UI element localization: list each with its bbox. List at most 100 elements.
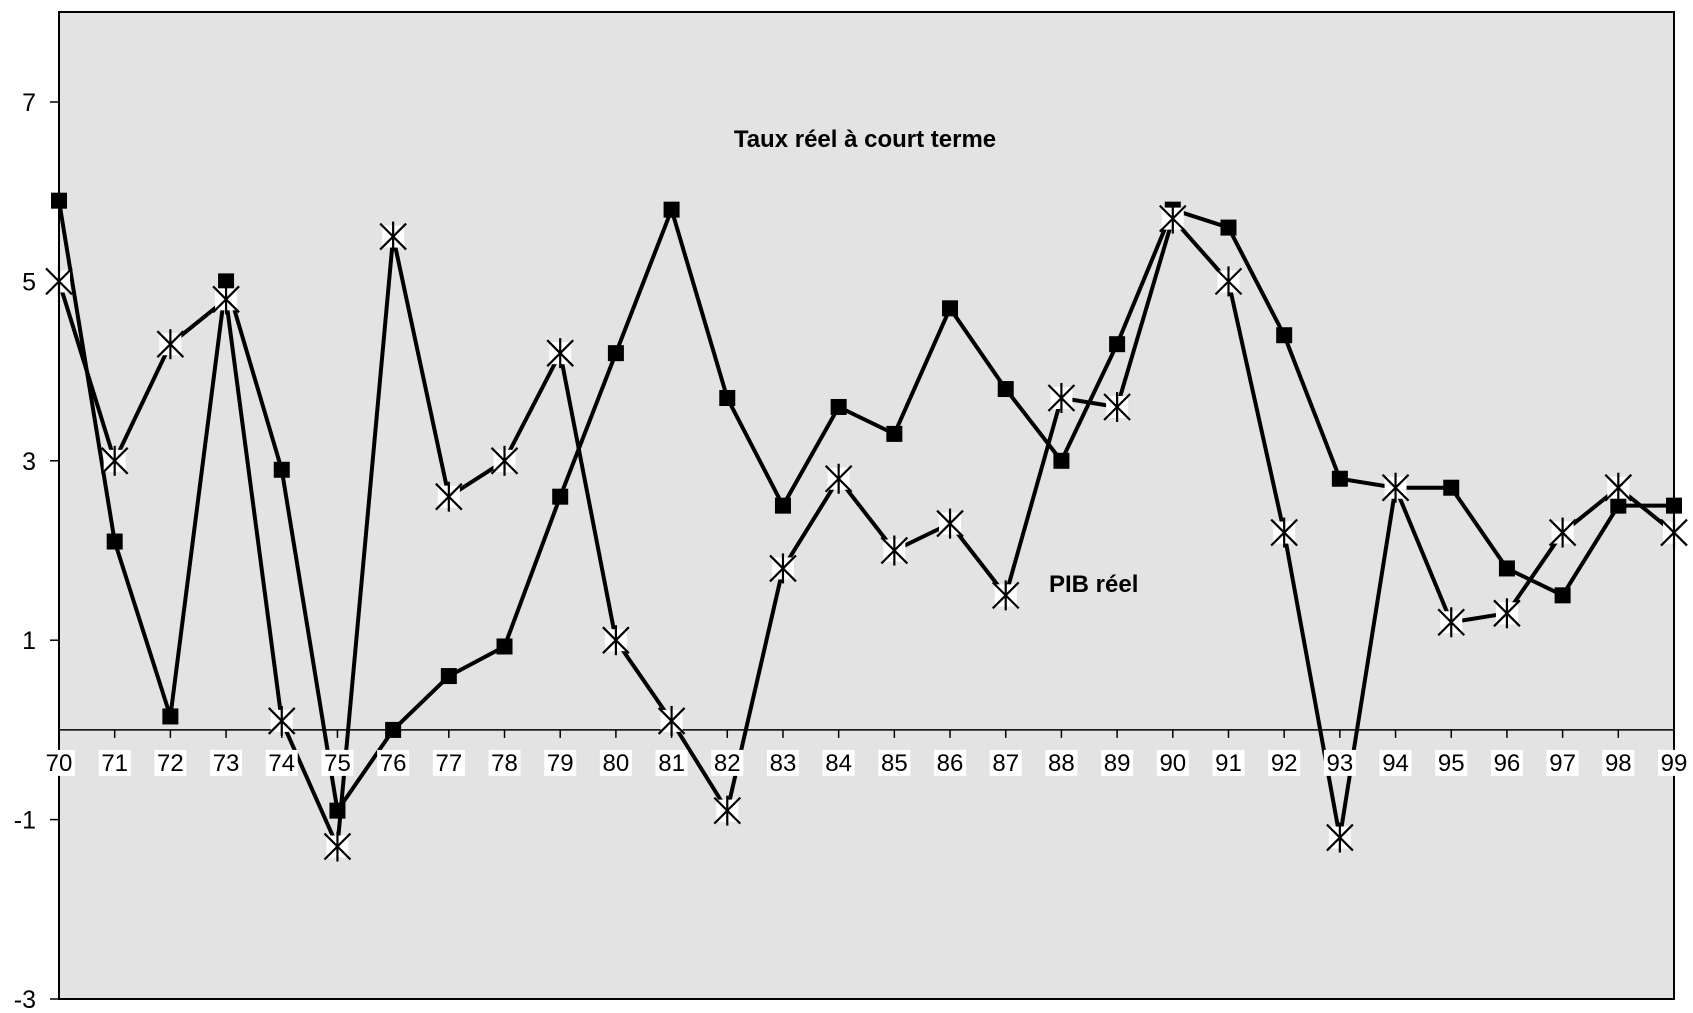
point-marker-asterisk [1214, 266, 1243, 297]
point-marker-square [273, 461, 290, 478]
x-tick-label-bg [377, 749, 410, 776]
x-tick-label: 82 [714, 750, 741, 777]
point-marker-square [1331, 470, 1348, 487]
point-marker-square [106, 533, 123, 550]
point-marker-asterisk [602, 625, 630, 656]
point-marker-square [607, 345, 624, 362]
x-tick-label: 99 [1661, 750, 1688, 777]
x-tick-label-bg [1546, 749, 1579, 776]
y-tick-label: -3 [14, 986, 36, 1013]
point-marker-square [496, 638, 513, 655]
point-marker-square [1220, 219, 1237, 236]
x-tick-labels: 70 71 72 73 74 75 76 77 78 79 80 81 82 83 84 85 86 87 88 89… [43, 749, 1690, 777]
point-marker-square [1109, 336, 1126, 353]
point-marker-asterisk [1381, 472, 1410, 503]
x-tick-label: 74 [268, 750, 295, 777]
point-marker-square [1443, 479, 1460, 496]
x-tick-label: 91 [1215, 750, 1242, 777]
x-tick-label-bg [989, 749, 1022, 776]
x-tick-label: 89 [1104, 750, 1131, 777]
point-marker-square [218, 273, 235, 290]
x-tick-label-bg [43, 749, 75, 776]
x-tick-label: 81 [658, 750, 685, 777]
point-marker-asterisk [1437, 607, 1466, 638]
point-marker-asterisk [1103, 391, 1131, 422]
x-tick-label: 97 [1549, 750, 1576, 777]
x-tick-label: 80 [603, 750, 630, 777]
point-marker-square [886, 425, 903, 442]
point-marker-square [1610, 497, 1627, 514]
x-tick-label-bg [1212, 749, 1245, 776]
x-tick-label-bg [1490, 749, 1523, 776]
x-tick-label-bg [1268, 749, 1301, 776]
point-marker-square [1053, 452, 1070, 469]
x-tick-label-bg [1045, 749, 1078, 776]
x-tick-label: 92 [1271, 750, 1298, 777]
x-tick-label-bg [1323, 749, 1356, 776]
point-marker-square [830, 398, 847, 415]
x-tick-label-bg [544, 749, 577, 776]
point-marker-square [552, 488, 569, 505]
x-tick-label: 98 [1605, 750, 1632, 777]
point-marker-square [663, 201, 680, 218]
x-tick-label-bg [655, 749, 688, 776]
point-marker-asterisk [1047, 383, 1076, 414]
series-markers [45, 192, 1688, 862]
x-tick-label: 96 [1494, 750, 1521, 777]
point-marker-square [1666, 497, 1682, 514]
point-marker-square [51, 192, 67, 209]
x-tick-label-bg [1435, 749, 1468, 776]
point-marker-asterisk [435, 481, 463, 512]
x-tick-label-bg [321, 749, 354, 776]
point-marker-square [942, 300, 959, 317]
x-tick-label: 93 [1327, 750, 1354, 777]
y-tick-label: 3 [22, 448, 36, 476]
x-tick-label: 73 [213, 750, 240, 777]
x-tick-label: 88 [1048, 750, 1075, 777]
x-tick-label-bg [265, 749, 298, 776]
x-tick-label: 87 [992, 750, 1019, 777]
point-marker-square [1554, 587, 1571, 604]
x-tick-label: 79 [547, 750, 574, 777]
point-marker-asterisk [45, 266, 73, 297]
plot-area [58, 11, 1675, 1000]
point-marker-asterisk [100, 445, 129, 476]
x-tick-label: 84 [825, 750, 852, 777]
point-marker-asterisk [1159, 203, 1187, 234]
x-tick-label-bg [1156, 749, 1189, 776]
x-tick-label: 71 [101, 750, 128, 777]
x-tick-label-bg [98, 749, 131, 776]
point-marker-asterisk [1660, 517, 1688, 548]
x-tick-label-bg [1658, 749, 1690, 776]
x-tick-label-bg [154, 749, 187, 776]
point-marker-asterisk [991, 580, 1020, 611]
x-tick-label-bg [488, 749, 521, 776]
point-marker-square [774, 497, 791, 514]
x-tick-label: 83 [770, 750, 797, 777]
point-marker-asterisk [880, 535, 909, 566]
point-marker-square [997, 381, 1014, 398]
point-marker-asterisk [824, 463, 853, 494]
point-marker-square [440, 668, 457, 685]
x-tick-label-bg [1602, 749, 1635, 776]
x-tick-label: 86 [937, 750, 964, 777]
point-marker-asterisk [769, 553, 797, 584]
x-tick-label: 85 [881, 750, 908, 777]
point-marker-asterisk [1548, 517, 1577, 548]
y-tick-label: -1 [14, 807, 36, 835]
x-tick-label: 76 [380, 750, 407, 777]
x-tick-label: 95 [1438, 750, 1465, 777]
x-tick-label-bg [878, 749, 911, 776]
annotation-pib-reel: PIB réel [1049, 571, 1138, 598]
point-marker-asterisk [713, 795, 742, 826]
x-tick-label-bg [711, 749, 744, 776]
x-tick-label-bg [210, 749, 243, 776]
point-marker-square [385, 721, 402, 738]
point-marker-square [329, 802, 346, 819]
point-marker-asterisk [657, 705, 686, 736]
x-tick-label: 90 [1159, 750, 1186, 777]
point-marker-asterisk [1270, 517, 1298, 548]
point-marker-asterisk [1326, 822, 1354, 853]
x-tick-label: 94 [1382, 750, 1409, 777]
